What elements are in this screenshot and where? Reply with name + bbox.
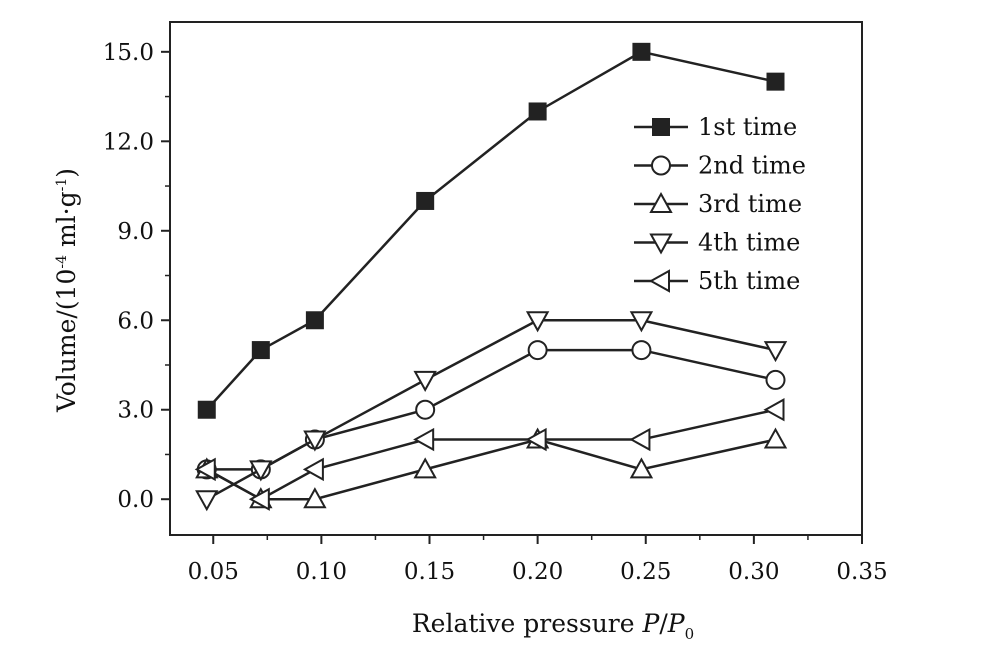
legend-label: 1st time (698, 113, 797, 141)
series-2-marker (415, 399, 436, 420)
series-4-marker (629, 311, 654, 333)
legend-item: 1st time (634, 113, 797, 141)
series-3 (195, 427, 788, 509)
y-tick-label: 3.0 (117, 398, 154, 424)
series-5-line (206, 408, 776, 501)
x-axis: 0.05 0.10 0.15 0.20 0.25 0.30 0.35 (188, 535, 888, 585)
legend-label: 4th time (698, 229, 800, 257)
x-tick-label: 0.10 (296, 559, 347, 585)
series-5-marker (629, 427, 651, 452)
series-4-line (206, 319, 776, 501)
series-5-marker (525, 427, 547, 452)
legend-item: 4th time (634, 229, 800, 257)
series-1-marker (766, 72, 785, 91)
x-axis-title: Relative pressure P/P0 (412, 609, 694, 643)
y-tick-label: 15.0 (103, 40, 154, 66)
series-1-marker (632, 42, 651, 61)
plot-frame (169, 21, 863, 536)
plot-area (194, 42, 788, 512)
legend-item: 5th time (634, 267, 800, 295)
legend-label: 3rd time (698, 190, 802, 218)
y-axis-title: Volume/(10-4 ml·g-1) (52, 168, 81, 413)
series-4-marker (525, 311, 550, 333)
legend-item: 3rd time (634, 190, 802, 218)
x-tick-label: 0.35 (836, 559, 887, 585)
legend: 1st time 2nd time 3rd time 4th time 5th time (634, 113, 806, 295)
x-tick-label: 0.20 (512, 559, 563, 585)
series-1-marker (251, 341, 270, 360)
series-5-marker (763, 398, 785, 422)
series-5-marker (248, 487, 270, 511)
y-tick-label: 9.0 (117, 219, 154, 245)
series-2-marker (527, 340, 548, 361)
y-tick-label: 6.0 (117, 308, 154, 334)
series-4-marker (249, 460, 273, 482)
legend-marker (652, 118, 670, 136)
series-3-marker (763, 427, 788, 449)
series-1-marker (197, 400, 216, 419)
series-1-line (205, 50, 776, 411)
series-3-marker (629, 457, 654, 479)
series-1 (197, 42, 785, 419)
series-4-marker (195, 490, 219, 512)
legend-marker (649, 233, 673, 255)
y-axis: 0.0 3.0 6.0 9.0 12.0 15.0 (103, 40, 170, 513)
series-2-marker (631, 340, 652, 361)
x-tick-label: 0.30 (728, 559, 779, 585)
series-4-marker (303, 430, 327, 452)
x-tick-label: 0.15 (404, 559, 455, 585)
series-3-marker (413, 457, 437, 479)
series-1-marker (305, 311, 324, 330)
series-4-marker (413, 370, 437, 392)
legend-marker (651, 155, 671, 176)
series-5 (194, 398, 785, 511)
series-2-marker (765, 369, 786, 390)
series-3-line (206, 438, 776, 501)
series-3-marker (303, 487, 327, 509)
series-1-marker (416, 191, 435, 210)
series-5-marker (413, 427, 435, 452)
series-5-marker (194, 457, 216, 482)
legend-marker (648, 269, 670, 293)
y-tick-label: 12.0 (103, 129, 154, 155)
series-4 (195, 311, 788, 512)
x-tick-label: 0.05 (188, 559, 239, 585)
series-1-marker (528, 102, 547, 121)
series-5-marker (302, 457, 324, 482)
y-tick-label: 0.0 (117, 487, 154, 513)
legend-label: 5th time (698, 267, 800, 295)
x-tick-label: 0.25 (620, 559, 671, 585)
series-4-marker (763, 341, 788, 363)
legend-item: 2nd time (634, 152, 806, 180)
legend-marker (649, 191, 673, 213)
legend-label: 2nd time (698, 152, 806, 180)
